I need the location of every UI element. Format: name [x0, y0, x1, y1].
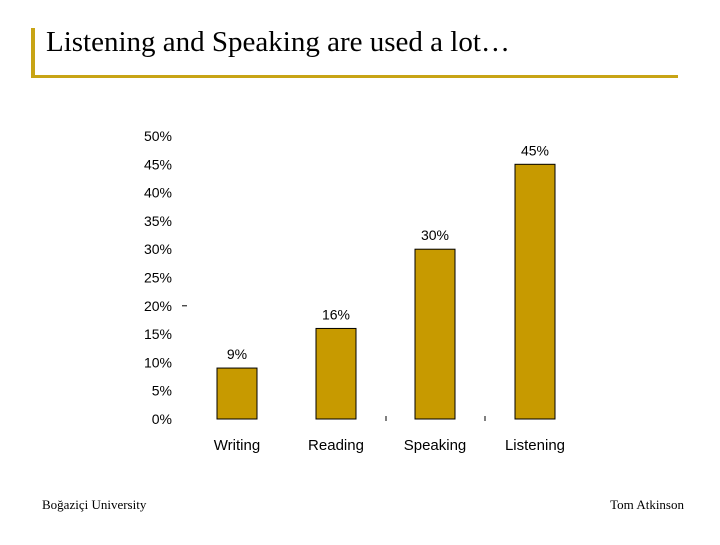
x-tick-label: Speaking — [404, 437, 467, 454]
y-tick-label: 30% — [144, 241, 172, 257]
slide-title: Listening and Speaking are used a lot… — [46, 26, 510, 58]
y-tick-label: 0% — [152, 411, 172, 427]
title-accent-bar — [31, 28, 35, 78]
x-tick-label: Listening — [505, 437, 565, 454]
title-underline — [31, 75, 678, 78]
y-tick-label: 45% — [144, 156, 172, 172]
y-tick-label: 10% — [144, 354, 172, 370]
data-label: 9% — [227, 346, 247, 362]
data-label: 45% — [521, 142, 549, 158]
y-tick-label: 20% — [144, 298, 172, 314]
bar — [216, 367, 258, 420]
data-label: 30% — [421, 227, 449, 243]
x-tick-label: Reading — [308, 437, 364, 454]
bar — [414, 248, 456, 420]
y-tick-label: 50% — [144, 128, 172, 144]
x-tick-label: Writing — [214, 437, 260, 454]
data-label: 16% — [322, 306, 350, 322]
bar — [315, 327, 357, 420]
footer-author: Tom Atkinson — [610, 497, 684, 512]
y-tick-label: 25% — [144, 270, 172, 286]
y-tick-label: 15% — [144, 326, 172, 342]
y-tick-label: 35% — [144, 213, 172, 229]
footer-institution: Boğaziçi University — [42, 497, 147, 512]
y-tick-label: 40% — [144, 185, 172, 201]
bar — [514, 163, 556, 420]
y-tick-label: 5% — [152, 383, 172, 399]
